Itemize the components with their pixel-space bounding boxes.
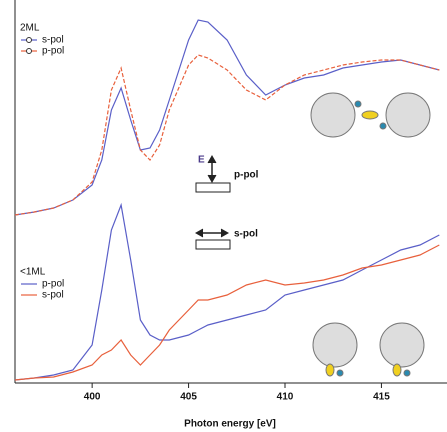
x-tick-label: 405 [180,392,197,403]
substrate [195,239,231,250]
legend-title: <1ML [20,267,46,278]
fullerene [385,92,431,138]
molecules [310,92,431,377]
atom [379,122,387,130]
linker [325,363,335,377]
atom [336,369,344,377]
arrow-heads [207,154,217,184]
series-line [14,202,440,381]
legend-title: 2ML [20,23,40,34]
fullerene [310,92,356,138]
series-line [14,54,440,216]
x-tick-label: 415 [373,392,390,403]
linker [392,363,402,377]
arrow-heads [194,228,230,238]
legend-marker [26,37,32,43]
orientation-icons [194,154,231,250]
legend-label: p-pol [42,46,64,57]
x-tick-label: 410 [277,392,294,403]
x-tick-label: 400 [84,392,101,403]
atom [403,369,411,377]
annotation: E [198,155,205,166]
annotation: p-pol [234,170,259,181]
series-line [14,244,440,381]
substrate [195,182,231,193]
legend-marker [26,48,32,54]
legend-label: s-pol [42,35,64,46]
atom [354,100,362,108]
series-line [14,19,440,216]
linker [361,110,379,120]
fullerene [312,322,358,368]
annotation: s-pol [234,229,258,240]
legend-label: p-pol [42,279,64,290]
legend-label: s-pol [42,290,64,301]
x-axis-label: Photon energy [eV] [184,419,276,430]
fullerene [379,322,425,368]
